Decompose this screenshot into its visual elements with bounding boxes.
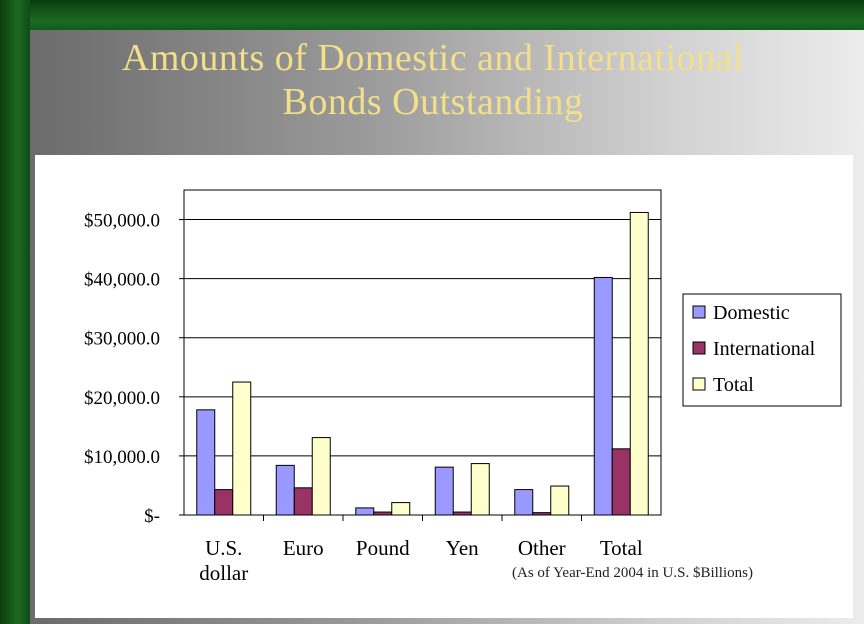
x-tick-label: U.S. <box>205 536 242 560</box>
x-tick-label: Other <box>518 536 566 560</box>
bar-domestic-4 <box>514 489 534 516</box>
plot-area <box>183 189 662 516</box>
bar-domestic-1 <box>275 464 295 516</box>
bar-international-3 <box>452 511 472 516</box>
x-tick-label: Euro <box>283 536 324 560</box>
slide-title: Amounts of Domestic and International Bo… <box>30 36 836 124</box>
frame-left <box>0 0 30 624</box>
legend-label-total: Total <box>713 374 754 396</box>
bar-total-4 <box>550 485 570 516</box>
bar-international-2 <box>373 511 393 516</box>
bar-total-3 <box>470 463 490 516</box>
bar-international-5 <box>611 448 631 516</box>
title-line-2: Bonds Outstanding <box>282 81 584 123</box>
frame-top <box>0 0 864 30</box>
y-tick-label: $20,000.0 <box>84 388 160 409</box>
legend-label-international: International <box>713 338 816 360</box>
bar-total-0 <box>232 381 252 516</box>
x-tick-label: Yen <box>446 536 479 560</box>
y-tick-label: $30,000.0 <box>84 329 160 350</box>
y-tick-label: $50,000.0 <box>84 211 160 232</box>
legend-swatch-total <box>692 377 706 391</box>
x-tick-label: dollar <box>199 561 248 585</box>
bar-total-2 <box>391 502 411 516</box>
y-tick-label: $10,000.0 <box>84 447 160 468</box>
bar-total-1 <box>311 437 331 516</box>
bar-domestic-3 <box>434 466 454 516</box>
bar-domestic-5 <box>593 276 613 516</box>
legend-label-domestic: Domestic <box>713 302 790 324</box>
bar-international-0 <box>214 489 234 516</box>
chart-note: (As of Year-End 2004 in U.S. $Billions) <box>512 565 753 581</box>
bar-domestic-2 <box>355 507 375 516</box>
bar-total-5 <box>629 211 649 516</box>
bar-international-1 <box>293 487 313 516</box>
y-tick-label: $- <box>144 506 160 527</box>
legend-swatch-international <box>692 341 706 355</box>
bar-international-4 <box>532 512 552 516</box>
bar-domestic-0 <box>196 409 216 516</box>
legend <box>682 293 842 407</box>
y-tick-label: $40,000.0 <box>84 270 160 291</box>
legend-swatch-domestic <box>692 305 706 319</box>
title-line-1: Amounts of Domestic and International <box>121 37 745 79</box>
x-tick-label: Pound <box>356 536 410 560</box>
x-tick-label: Total <box>600 536 643 560</box>
